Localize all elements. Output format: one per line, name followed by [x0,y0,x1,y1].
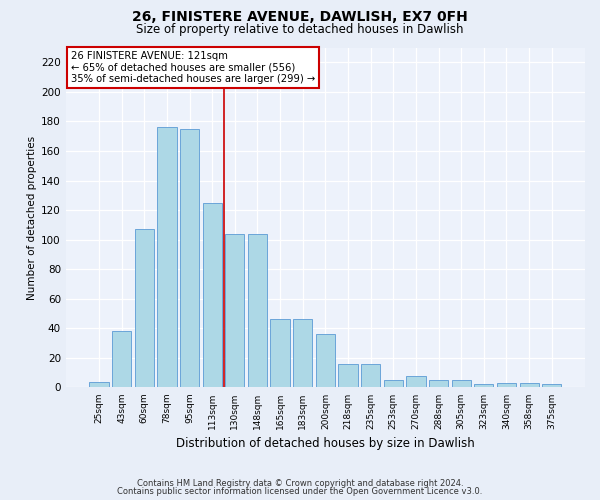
Bar [271,320,290,388]
Bar [316,334,335,388]
Bar [542,384,562,388]
Y-axis label: Number of detached properties: Number of detached properties [27,136,37,300]
Text: Size of property relative to detached houses in Dawlish: Size of property relative to detached ho… [136,22,464,36]
Bar [248,234,267,388]
Text: Contains public sector information licensed under the Open Government Licence v3: Contains public sector information licen… [118,487,482,496]
Bar [89,382,109,388]
Bar [134,230,154,388]
Bar [225,234,244,388]
Bar [293,320,313,388]
Bar [474,384,493,388]
Text: Contains HM Land Registry data © Crown copyright and database right 2024.: Contains HM Land Registry data © Crown c… [137,478,463,488]
X-axis label: Distribution of detached houses by size in Dawlish: Distribution of detached houses by size … [176,437,475,450]
Bar [520,383,539,388]
Bar [406,376,425,388]
Bar [383,380,403,388]
Bar [452,380,471,388]
Bar [180,129,199,388]
Text: 26, FINISTERE AVENUE, DAWLISH, EX7 0FH: 26, FINISTERE AVENUE, DAWLISH, EX7 0FH [132,10,468,24]
Bar [203,202,222,388]
Text: 26 FINISTERE AVENUE: 121sqm
← 65% of detached houses are smaller (556)
35% of se: 26 FINISTERE AVENUE: 121sqm ← 65% of det… [71,51,315,84]
Bar [338,364,358,388]
Bar [361,364,380,388]
Bar [112,332,131,388]
Bar [429,380,448,388]
Bar [497,383,516,388]
Bar [157,128,176,388]
